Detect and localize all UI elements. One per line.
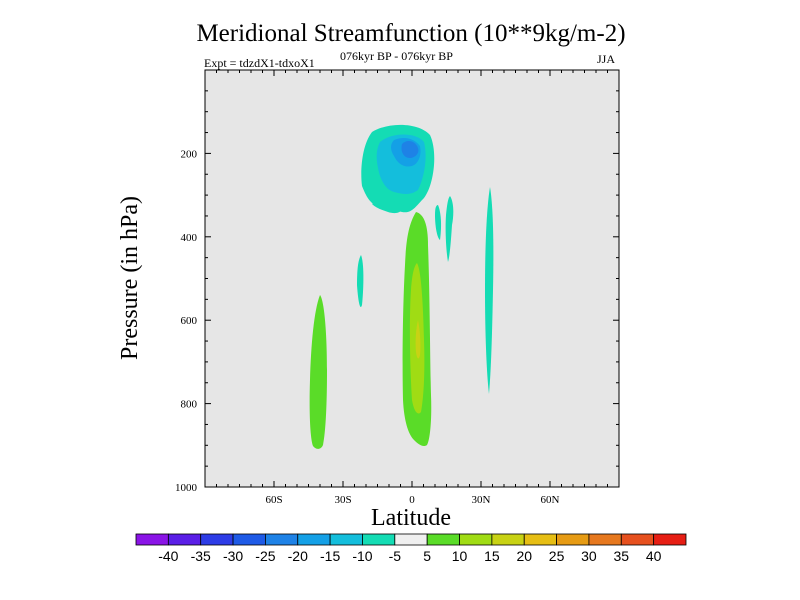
colorbar-label: -35 — [191, 548, 211, 564]
colorbar-label: -15 — [320, 548, 340, 564]
colorbar-swatch — [329, 533, 363, 546]
colorbar-swatch — [167, 533, 202, 546]
colorbar-swatch — [556, 533, 590, 546]
experiment-label: Expt = tdzdX1-tdxoX1 — [204, 56, 315, 70]
x-tick-label: 60S — [265, 494, 282, 506]
contour-regions — [309, 124, 494, 449]
x-tick-label: 30N — [472, 494, 491, 506]
season-label: JJA — [597, 52, 615, 66]
colorbar-swatch — [265, 533, 299, 546]
x-tick-label: 30S — [334, 494, 351, 506]
colorbar-label: 15 — [484, 548, 500, 564]
southern-band — [309, 295, 327, 449]
equatorial-band-core — [415, 320, 421, 359]
colorbar-swatch — [394, 533, 428, 546]
colorbar-label: -10 — [352, 548, 372, 564]
colorbar-label: 40 — [646, 548, 662, 564]
small-streak-b — [445, 196, 454, 262]
period-label: 076kyr BP - 076kyr BP — [340, 49, 453, 63]
y-axis-title: Pressure (in hPa) — [117, 196, 143, 360]
upper-cell-lowlobe — [372, 200, 404, 214]
chart-title: Meridional Streamfunction (10**9kg/m-2) — [196, 20, 625, 47]
axis-ticks: 200 400 600 800 1000 60S 30S 0 30N 60N — [175, 70, 619, 506]
y-tick-label: 800 — [181, 399, 198, 411]
x-axis-title: Latitude — [371, 505, 451, 531]
colorbar-label: 30 — [581, 548, 597, 564]
colorbar: -40 -35 -30 -25 -20 -15 -10 -5 5 10 15 20 25 30 35 40 — [135, 533, 687, 564]
colorbar-label: -25 — [255, 548, 275, 564]
colorbar-swatch — [620, 533, 655, 546]
colorbar-label: -5 — [389, 548, 402, 564]
colorbar-label: 35 — [614, 548, 630, 564]
southern-streak — [357, 255, 364, 308]
colorbar-swatch — [653, 533, 687, 546]
colorbar-swatch — [459, 533, 493, 546]
colorbar-label: -30 — [223, 548, 243, 564]
colorbar-swatch — [232, 533, 266, 546]
colorbar-label: -20 — [288, 548, 308, 564]
colorbar-label: 25 — [549, 548, 565, 564]
colorbar-swatch — [426, 533, 460, 546]
northern-streak — [485, 187, 494, 394]
y-tick-label: 600 — [181, 315, 198, 327]
colorbar-label: 10 — [452, 548, 468, 564]
colorbar-swatch — [200, 533, 234, 546]
x-tick-label: 0 — [409, 494, 415, 506]
colorbar-swatch — [523, 533, 557, 546]
y-tick-label: 400 — [181, 232, 198, 244]
small-streak-a — [435, 205, 442, 240]
upper-cell-peak — [401, 141, 419, 158]
colorbar-label: 5 — [423, 548, 431, 564]
colorbar-label: -40 — [158, 548, 178, 564]
y-tick-label: 1000 — [175, 482, 198, 494]
y-tick-label: 200 — [181, 148, 198, 160]
colorbar-label: 20 — [516, 548, 532, 564]
colorbar-swatch — [588, 533, 622, 546]
colorbar-swatch — [362, 533, 396, 546]
x-tick-label: 60N — [541, 494, 560, 506]
colorbar-swatch — [135, 533, 169, 546]
colorbar-swatch — [297, 533, 331, 546]
colorbar-swatch — [491, 533, 525, 546]
